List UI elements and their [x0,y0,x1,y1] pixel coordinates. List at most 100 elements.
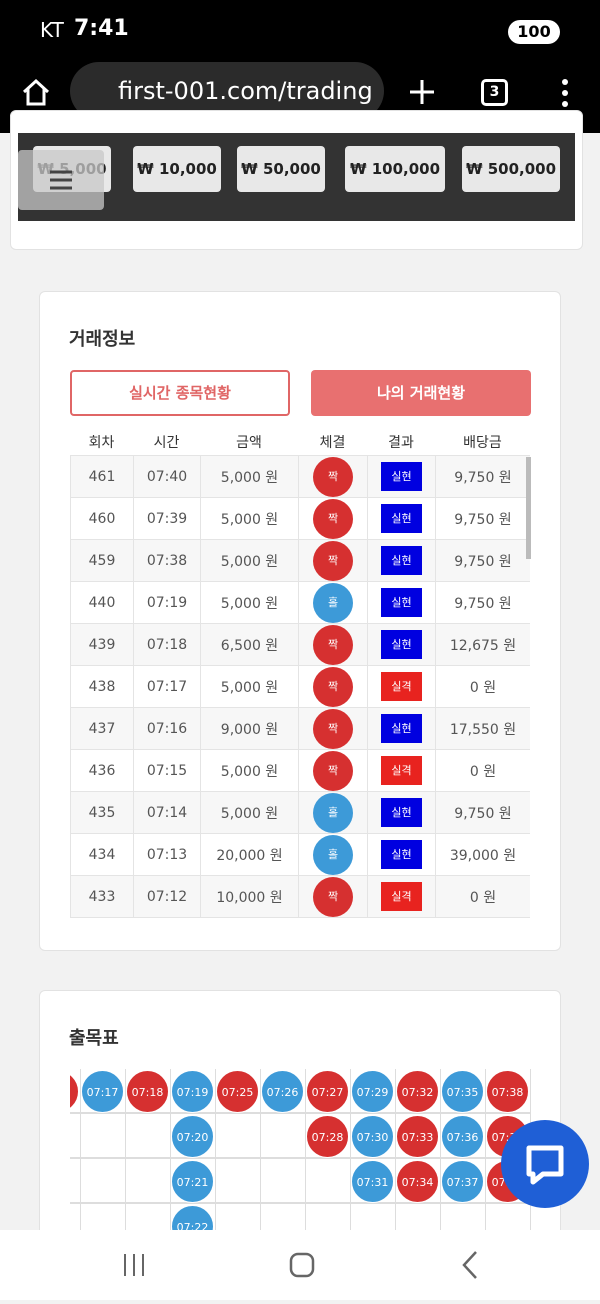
cell: 439 [70,623,134,666]
side-badge: 짝 [313,456,353,497]
cell: 07:19 [133,581,201,624]
cell-text: 20,000 원 [216,847,283,864]
cell-text: 437 [88,720,116,737]
grid-cell [260,1113,306,1158]
cell-text: 5,000 원 [220,805,279,822]
battery: 100 [508,20,560,44]
cell: 실현 [367,455,436,498]
cell: 실현 [367,707,436,750]
cell-text: 17,550 원 [449,721,517,738]
cell-text: 07:38 [146,552,188,569]
cell-text: 439 [88,636,116,653]
tab-mine[interactable]: 나의 거래현황 [311,370,531,416]
cell-text: 5,000 원 [220,511,279,528]
side-badge: 짝 [313,498,353,539]
amount-button[interactable]: ₩ 100,000 [345,146,445,192]
cell: 짝 [298,749,368,792]
cell: 435 [70,791,134,834]
cell: 짝 [298,665,368,708]
trade-row: 460 07:39 5,000 원 짝 실현 9,750 원 [70,497,530,540]
trade-title: 거래정보 [69,329,136,350]
trade-row: 434 07:13 20,000 원 홀 실현 39,000 원 [70,833,530,876]
grid-cell [125,1113,171,1158]
amount-button[interactable]: ₩ 50,000 [237,146,325,192]
cell-text: 461 [88,468,116,485]
result-ball: 07:25 [216,1070,259,1113]
column-header: 시간 [153,435,180,451]
amount-button[interactable]: ₩ 500,000 [462,146,560,192]
cell: 5,000 원 [200,581,299,624]
cell: 9,750 원 [435,497,530,540]
result-ball: 07:18 [126,1070,169,1113]
column-header: 체결 [319,435,346,451]
cell-text: 07:40 [146,468,188,485]
cell: 9,000 원 [200,707,299,750]
cell: 실격 [367,665,436,708]
cell-text: 5,000 원 [220,553,279,570]
cell-text: 0 원 [469,889,497,906]
cell: 07:16 [133,707,201,750]
cell: 437 [70,707,134,750]
cell: 실격 [367,875,436,918]
menu-button[interactable] [18,150,104,210]
tab-live[interactable]: 실시간 종목현황 [70,370,290,416]
cell: 9,750 원 [435,539,530,582]
cell: 실현 [367,581,436,624]
side-badge: 짝 [313,624,353,665]
cell: 짝 [298,455,368,498]
cell: 9,750 원 [435,455,530,498]
cell: 실현 [367,497,436,540]
cell-text: 07:16 [146,720,188,737]
cell-text: 10,000 원 [216,889,283,906]
side-badge: 짝 [313,876,353,917]
cell: 436 [70,749,134,792]
result-badge: 실현 [381,630,422,659]
cell: 39,000 원 [435,833,530,876]
result-ball: 07:26 [261,1070,304,1113]
cell: 5,000 원 [200,791,299,834]
menu[interactable] [558,78,572,108]
cell-text: 460 [88,510,116,527]
cell: 홀 [298,833,368,876]
trade-row: 435 07:14 5,000 원 홀 실현 9,750 원 [70,791,530,834]
cell-text: 5,000 원 [220,763,279,780]
tabs[interactable]: 3 [481,79,508,106]
cell-text: 0 원 [469,763,497,780]
amount-button[interactable]: ₩ 10,000 [133,146,221,192]
grid-cell [80,1113,126,1158]
cell: 9,750 원 [435,581,530,624]
trade-row: 439 07:18 6,500 원 짝 실현 12,675 원 [70,623,530,666]
cell: 461 [70,455,134,498]
cell: 07:12 [133,875,201,918]
home-button[interactable] [20,76,52,108]
trade-table: 461 07:40 5,000 원 짝 실현 9,750 원 460 07:39 5,000 원… [70,455,530,918]
cell: 0 원 [435,875,530,918]
table-header: 회차 시간 금액 체결 결과 배당금 [70,432,530,454]
cell: 07:15 [133,749,201,792]
cell-text: 07:13 [146,846,188,863]
result-ball: 07:30 [351,1115,394,1158]
cell-text: 433 [88,888,116,905]
cell: 실격 [367,749,436,792]
cell: 459 [70,539,134,582]
cell: 0 원 [435,749,530,792]
cell: 10,000 원 [200,875,299,918]
cell-text: 440 [88,594,116,611]
trade-row: 433 07:12 10,000 원 짝 실격 0 원 [70,875,530,918]
cell-text: 39,000 원 [449,847,517,864]
grid-cell [80,1158,126,1203]
result-badge: 실현 [381,840,422,869]
scrollbar [526,457,531,559]
chat-button[interactable] [501,1120,589,1208]
cell-text: 9,750 원 [454,595,512,612]
result-ball: 07:21 [171,1160,214,1203]
cell-text: 07:15 [146,762,188,779]
result-badge: 실현 [381,714,422,743]
cell-text: 459 [88,552,116,569]
cell-text: 07:19 [146,594,188,611]
new-tab[interactable] [408,78,436,106]
cell: 실현 [367,833,436,876]
cell: 0 원 [435,665,530,708]
trade-row: 461 07:40 5,000 원 짝 실현 9,750 원 [70,455,530,498]
